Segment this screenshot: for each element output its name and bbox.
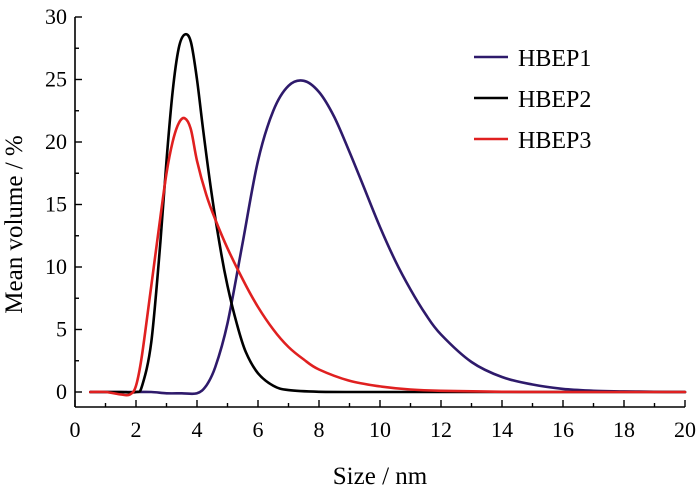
y-tick-label: 5 [56,317,67,342]
series-line-hbep3 [89,116,687,397]
x-tick-label: 10 [369,417,391,442]
series-group [89,32,687,397]
legend: HBEP1 HBEP2 HBEP3 [474,46,591,154]
x-ticks-group: 0 2 4 6 8 10 12 14 16 18 20 [70,400,696,442]
y-tick-label: 15 [45,192,67,217]
x-tick-label: 12 [430,417,452,442]
legend-label: HBEP1 [518,46,591,72]
axes-group [74,17,685,408]
y-tick-label: 25 [45,67,67,92]
y-tick-label: 20 [45,129,67,154]
x-tick-label: 2 [131,417,142,442]
x-axis-title: Size / nm [333,463,428,490]
x-tick-label: 4 [192,417,203,442]
x-tick-label: 20 [674,417,696,442]
legend-label: HBEP3 [518,128,591,154]
y-tick-label: 10 [45,254,67,279]
x-tick-label: 18 [613,417,635,442]
x-tick-label: 14 [491,417,513,442]
x-tick-label: 6 [253,417,264,442]
y-tick-label: 30 [45,4,67,29]
x-tick-label: 16 [552,417,574,442]
y-axis-title: Mean volume / % [1,135,28,313]
series-line-hbep2 [89,32,687,394]
y-ticks-group: 0 5 10 15 20 25 30 [45,4,82,404]
y-tick-label: 0 [56,379,67,404]
x-tick-label: 0 [70,417,81,442]
series-line-hbep1 [89,79,687,396]
x-tick-label: 8 [314,417,325,442]
legend-label: HBEP2 [518,87,591,113]
